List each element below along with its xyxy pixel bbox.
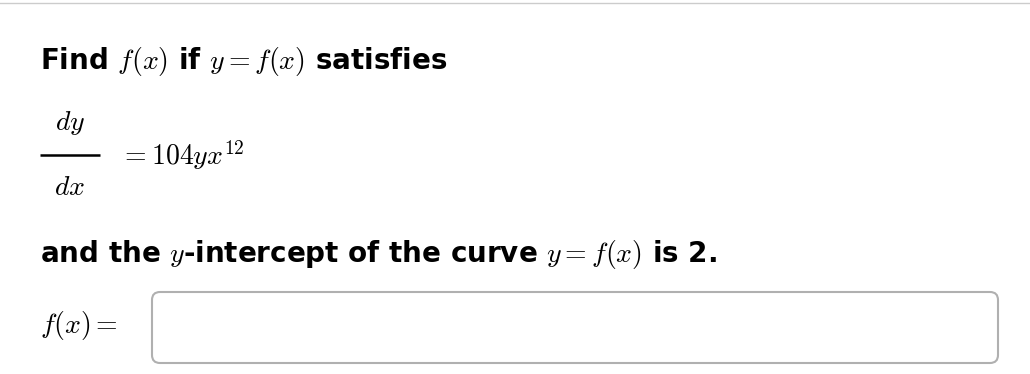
Text: and the $y$-intercept of the curve $y = f(x)$ is 2.: and the $y$-intercept of the curve $y = …: [40, 238, 717, 271]
FancyBboxPatch shape: [152, 292, 998, 363]
Text: $dx$: $dx$: [55, 173, 85, 201]
Text: Find $f(x)$ if $y = f(x)$ satisfies: Find $f(x)$ if $y = f(x)$ satisfies: [40, 45, 447, 78]
Text: $dy$: $dy$: [55, 109, 85, 137]
Text: $f(x) =$: $f(x) =$: [40, 309, 117, 341]
Text: $= 104yx^{12}$: $= 104yx^{12}$: [121, 138, 245, 172]
